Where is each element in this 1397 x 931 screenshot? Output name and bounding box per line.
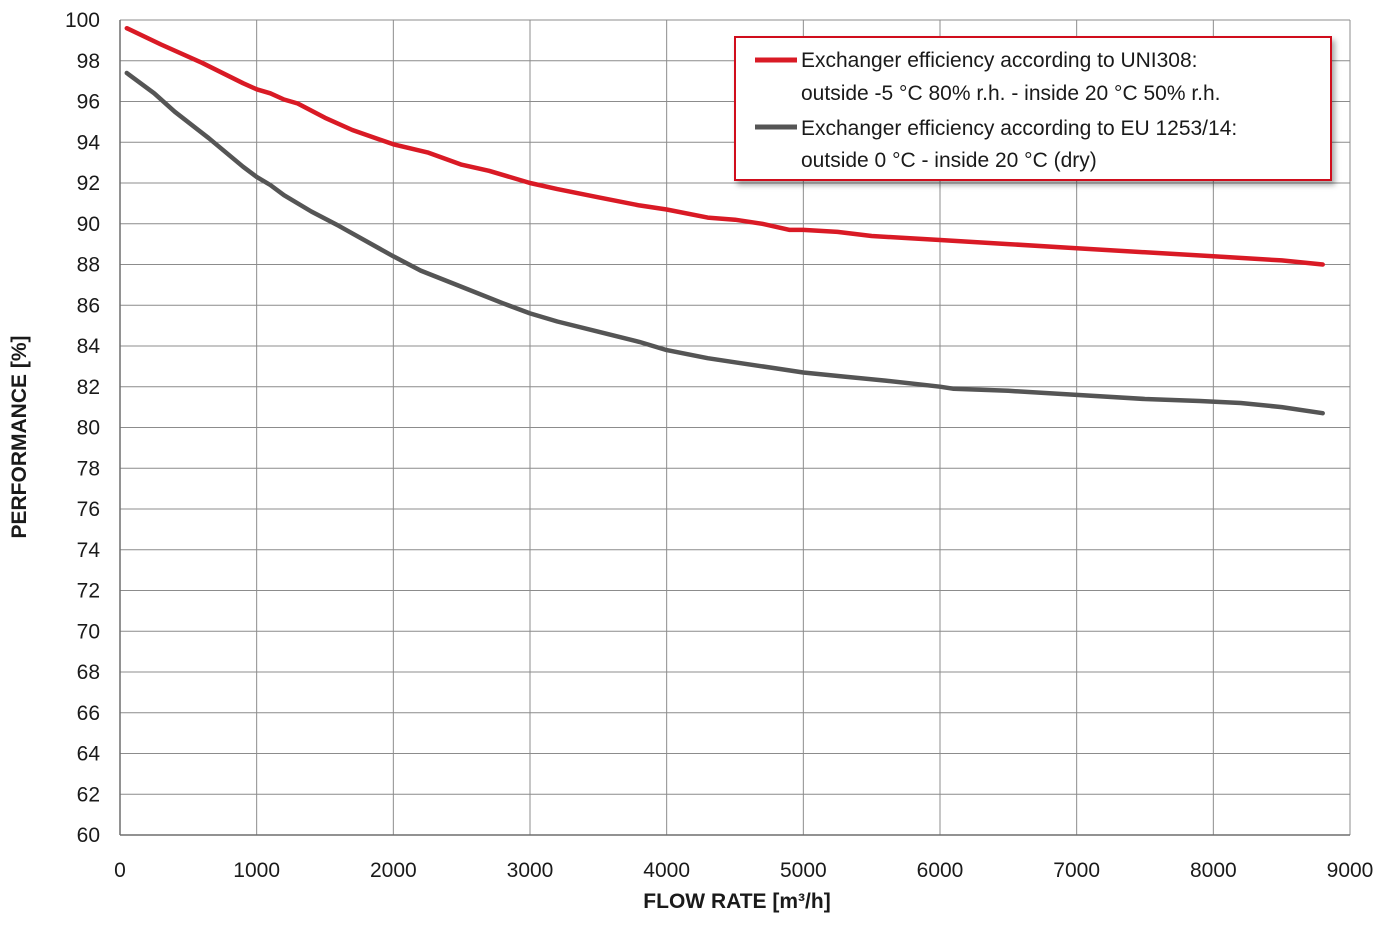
y-tick-label: 92: [77, 172, 100, 195]
x-tick-label: 9000: [1327, 859, 1374, 882]
legend-label-eu1253-line1: Exchanger efficiency according to EU 125…: [801, 117, 1237, 140]
y-tick-label: 60: [77, 824, 100, 847]
y-tick-label: 74: [77, 539, 101, 562]
y-axis-title: PERFORMANCE [%]: [8, 336, 31, 539]
y-tick-label: 66: [77, 702, 100, 725]
legend-label-uni308-line2: outside -5 °C 80% r.h. - inside 20 °C 50…: [801, 82, 1221, 105]
y-tick-label: 90: [77, 213, 100, 236]
x-tick-label: 1000: [233, 859, 280, 882]
y-tick-label: 88: [77, 254, 100, 277]
series-line-eu1253: [124, 70, 1325, 416]
y-tick-label: 80: [77, 417, 100, 440]
legend-label-uni308-line1: Exchanger efficiency according to UNI308…: [801, 49, 1198, 72]
x-tick-label: 5000: [780, 859, 827, 882]
x-tick-label: 3000: [507, 859, 554, 882]
x-axis-title: FLOW RATE [m³/h]: [643, 890, 830, 913]
tick-labels: 60 62 64 66 68 70 72 74 76 78 80 82 84 86 88 90 92 94 96 98…: [65, 9, 1373, 882]
y-tick-label: 94: [77, 131, 101, 154]
y-tick-label: 86: [77, 294, 100, 317]
x-tick-label: 2000: [370, 859, 417, 882]
x-tick-label: 4000: [643, 859, 690, 882]
x-tick-label: 6000: [917, 859, 964, 882]
x-tick-label: 7000: [1053, 859, 1100, 882]
y-tick-label: 72: [77, 580, 100, 603]
y-tick-label: 68: [77, 661, 100, 684]
y-tick-label: 76: [77, 498, 100, 521]
series-lines: [124, 25, 1325, 416]
y-tick-label: 70: [77, 620, 100, 643]
y-tick-label: 62: [77, 783, 100, 806]
y-tick-label: 100: [65, 9, 100, 32]
x-tick-label: 0: [114, 859, 126, 882]
y-tick-label: 96: [77, 91, 100, 114]
series-line-uni308: [124, 25, 1325, 267]
legend-label-eu1253-line2: outside 0 °C - inside 20 °C (dry): [801, 149, 1097, 172]
legend-box: [734, 36, 1332, 181]
y-tick-label: 64: [77, 743, 101, 766]
x-tick-label: 8000: [1190, 859, 1237, 882]
legend: Exchanger efficiency according to UNI308…: [734, 36, 1332, 181]
y-tick-label: 78: [77, 457, 100, 480]
y-tick-label: 82: [77, 376, 100, 399]
y-tick-label: 98: [77, 50, 100, 73]
y-tick-label: 84: [77, 335, 101, 358]
